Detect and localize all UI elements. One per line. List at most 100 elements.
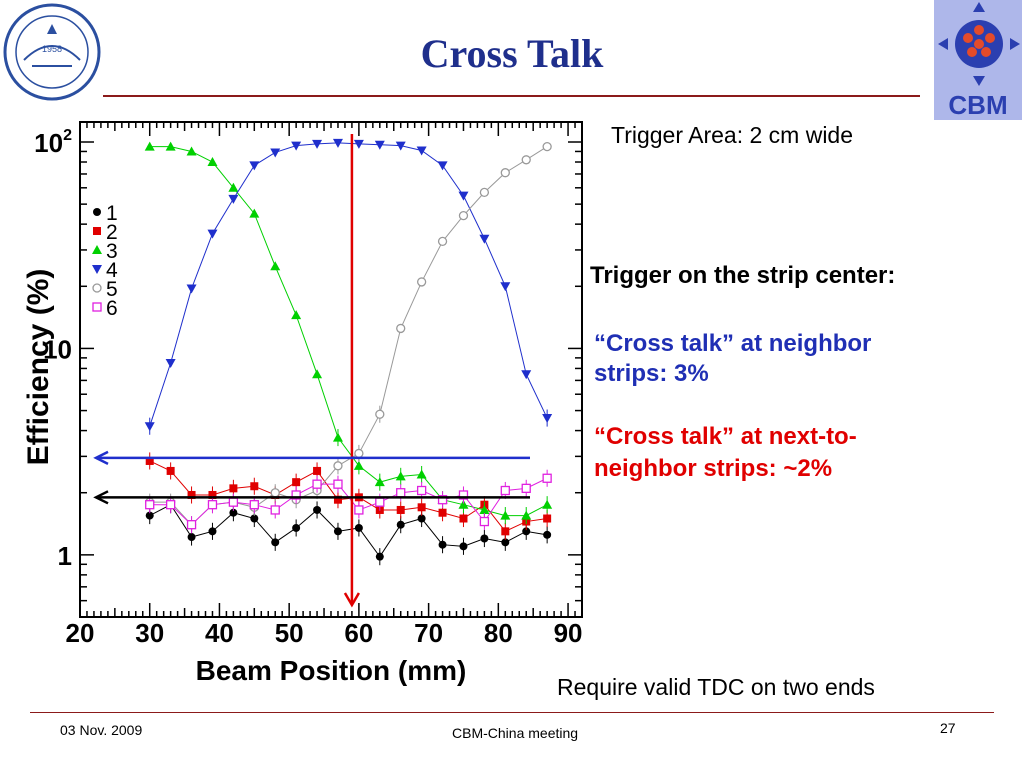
y-tick-label: 10 xyxy=(43,334,72,364)
data-point xyxy=(438,508,447,517)
data-point xyxy=(92,265,102,274)
data-point xyxy=(250,482,259,491)
data-point xyxy=(145,500,155,510)
data-point xyxy=(500,510,511,520)
data-point xyxy=(332,432,343,442)
arrow-head xyxy=(93,450,109,465)
data-point xyxy=(521,155,531,165)
data-point xyxy=(416,146,427,156)
data-point xyxy=(437,495,448,505)
data-point xyxy=(332,138,343,148)
data-point xyxy=(92,283,102,293)
series-4 xyxy=(144,138,553,435)
x-tick-label: 30 xyxy=(135,618,164,648)
data-point xyxy=(543,530,552,539)
data-point xyxy=(479,504,490,514)
legend-entry: 2 xyxy=(93,221,118,244)
data-point xyxy=(250,514,259,523)
data-point xyxy=(395,471,406,481)
data-point xyxy=(165,500,176,510)
legend-entry: 3 xyxy=(92,240,118,263)
data-point xyxy=(271,538,280,547)
legend-label: 6 xyxy=(106,297,118,320)
data-point xyxy=(353,460,364,470)
data-point xyxy=(144,141,155,151)
cbm-logo: CBM xyxy=(932,0,1024,125)
data-point xyxy=(542,141,552,152)
arrow-head xyxy=(93,490,109,505)
data-point xyxy=(145,456,154,465)
data-point xyxy=(375,409,385,419)
data-point xyxy=(93,208,101,216)
data-point xyxy=(375,497,385,507)
data-point xyxy=(396,520,405,529)
data-point xyxy=(228,182,239,192)
data-point xyxy=(292,478,301,487)
data-point xyxy=(313,505,322,514)
data-point xyxy=(187,490,196,499)
cbm-logo-label: CBM xyxy=(948,90,1007,120)
series-6 xyxy=(145,469,552,534)
legend-entry: 1 xyxy=(93,202,118,225)
data-point xyxy=(187,533,196,542)
data-point xyxy=(542,499,553,509)
data-point xyxy=(208,527,217,536)
data-point xyxy=(145,511,154,520)
data-point xyxy=(500,282,511,292)
data-point xyxy=(333,495,342,504)
data-point xyxy=(333,479,343,489)
neighbor-crosstalk-note: “Cross talk” at neighbor strips: 3% xyxy=(594,329,871,389)
data-point xyxy=(313,466,322,475)
data-point xyxy=(459,514,468,523)
y-tick-label: 102 xyxy=(34,127,72,158)
data-point xyxy=(521,370,532,380)
trigger-center-note: Trigger on the strip center: xyxy=(590,262,896,289)
data-point xyxy=(416,277,427,287)
tdc-requirement-note: Require valid TDC on two ends xyxy=(557,674,875,700)
data-point xyxy=(249,500,259,510)
data-point xyxy=(312,479,322,489)
x-tick-label: 60 xyxy=(344,618,373,648)
data-point xyxy=(521,510,532,520)
x-tick-label: 90 xyxy=(554,618,583,648)
data-point xyxy=(249,208,260,218)
legend-label: 1 xyxy=(106,202,118,225)
data-point xyxy=(479,234,490,244)
data-point xyxy=(542,473,552,483)
data-point xyxy=(186,284,197,294)
data-point xyxy=(165,359,176,369)
data-point xyxy=(92,302,102,312)
arrow-head xyxy=(343,592,360,608)
footer-meeting: CBM-China meeting xyxy=(452,725,579,741)
data-point xyxy=(458,191,469,201)
neighbor-crosstalk-line-2: strips: 3% xyxy=(594,360,709,387)
data-point xyxy=(92,245,102,254)
footer-divider xyxy=(30,712,994,713)
data-point xyxy=(228,497,239,507)
data-point xyxy=(229,508,238,517)
neighbor-crosstalk-line-1: “Cross talk” at neighbor xyxy=(594,330,872,357)
data-point xyxy=(270,148,281,158)
data-point xyxy=(479,516,490,527)
data-point xyxy=(396,323,406,334)
x-tick-label: 70 xyxy=(414,618,443,648)
y-axis-label: Efficiency (%) xyxy=(22,269,55,466)
legend-label: 3 xyxy=(106,240,118,263)
data-point xyxy=(291,141,302,151)
data-point xyxy=(374,140,385,150)
data-point xyxy=(542,414,553,424)
x-tick-label: 40 xyxy=(205,618,234,648)
data-point xyxy=(396,488,406,498)
data-point xyxy=(166,466,175,475)
next-neighbor-crosstalk-note: “Cross talk” at next-to- neighbor strips… xyxy=(594,421,857,485)
data-point xyxy=(229,484,238,493)
data-point xyxy=(417,514,426,523)
data-point xyxy=(416,485,427,496)
data-point xyxy=(416,469,427,479)
data-point xyxy=(479,187,490,198)
plot-frame xyxy=(79,121,583,618)
data-point xyxy=(521,483,531,493)
data-point xyxy=(270,505,280,515)
data-point xyxy=(437,161,448,171)
